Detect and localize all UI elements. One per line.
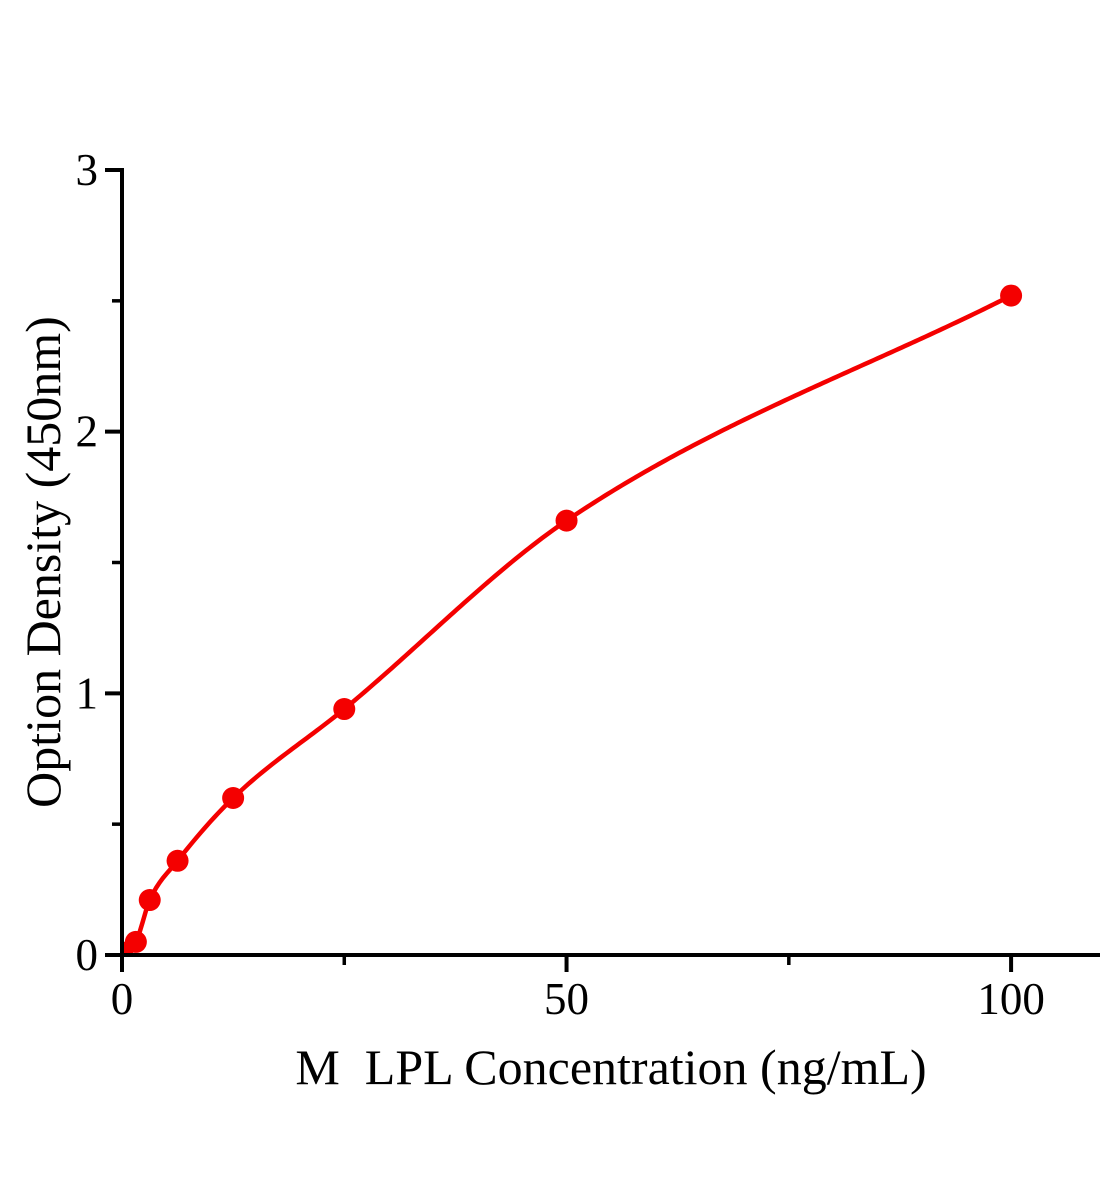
y-tick-label: 0 xyxy=(76,930,99,980)
data-point xyxy=(555,509,578,532)
x-tick-label: 0 xyxy=(111,974,134,1024)
data-point xyxy=(222,787,245,809)
axis-lines xyxy=(120,168,1100,957)
y-tick-label: 2 xyxy=(76,407,99,457)
data-point xyxy=(124,930,147,953)
x-tick-label: 100 xyxy=(977,974,1045,1024)
data-point xyxy=(1000,284,1023,307)
axes-layer xyxy=(105,168,1100,972)
y-tick-label: 3 xyxy=(76,145,99,195)
fit-curve xyxy=(122,293,1014,955)
x-axis-title: M LPL Concentration (ng/mL) xyxy=(295,1039,926,1095)
x-tick-label: 50 xyxy=(544,974,589,1024)
y-axis-title: Option Density (450nm) xyxy=(15,316,71,808)
data-point xyxy=(166,849,189,872)
series-layer xyxy=(122,284,1023,955)
tick-label-layer: 0 50 100 0 1 2 3 xyxy=(76,145,1045,1024)
data-point xyxy=(138,889,161,912)
data-point xyxy=(333,698,356,721)
y-tick-label: 1 xyxy=(76,668,99,718)
